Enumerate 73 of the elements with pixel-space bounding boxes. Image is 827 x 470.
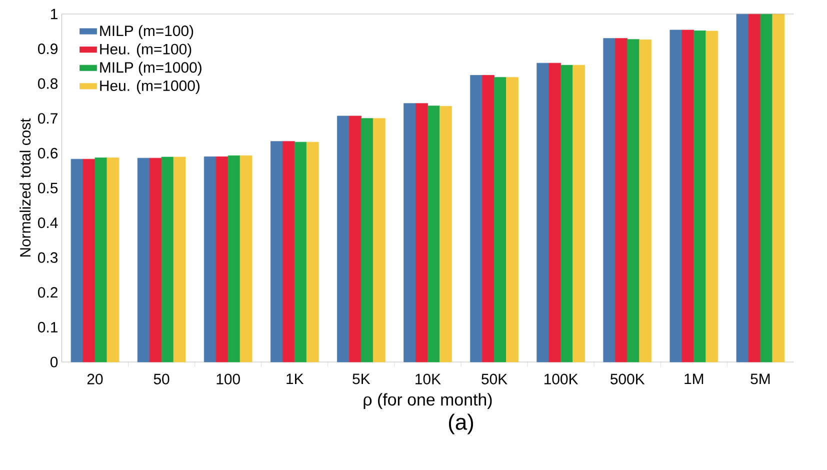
bar	[748, 14, 761, 362]
y-tick-label: 0.7	[38, 113, 58, 124]
x-tick-label: 100K	[544, 374, 578, 384]
bar	[548, 62, 562, 362]
bar	[428, 106, 440, 362]
legend-label: MILP (m=100)	[100, 25, 194, 40]
legend-label: MILP (m=1000)	[100, 62, 202, 76]
bar	[736, 14, 749, 362]
bar	[372, 118, 386, 362]
bar	[470, 75, 482, 362]
bar	[706, 30, 718, 362]
bar	[240, 155, 252, 362]
bar	[482, 75, 494, 362]
legend-label: Heu. (m=1000)	[100, 80, 200, 94]
bar	[106, 158, 120, 362]
bar	[536, 62, 550, 362]
y-tick-label: 0.4	[38, 218, 58, 228]
x-tick-label: 1K	[286, 374, 304, 384]
y-tick-label: 0.9	[38, 44, 58, 54]
bar	[70, 158, 84, 362]
y-tick-label: 0.1	[38, 322, 58, 332]
y-tick-label: 0.6	[38, 148, 58, 158]
bar	[161, 156, 174, 362]
bar	[560, 64, 573, 362]
bar	[306, 142, 319, 362]
y-tick-label: 0.3	[38, 252, 58, 263]
bar	[627, 39, 640, 362]
y-tick-label: 0.5	[38, 182, 58, 194]
bar	[615, 38, 628, 362]
bar	[670, 30, 682, 362]
bar	[360, 118, 374, 362]
bar	[149, 158, 162, 362]
x-tick-label: 50K	[482, 374, 508, 384]
bar	[337, 116, 350, 362]
bar	[506, 77, 518, 362]
bar	[137, 158, 150, 362]
x-tick-label: 5K	[352, 374, 370, 384]
bar	[639, 40, 652, 362]
bar	[282, 141, 295, 362]
bar	[82, 158, 96, 362]
bar	[572, 64, 585, 362]
x-tick-label: 500K	[610, 374, 645, 384]
bar	[494, 77, 506, 362]
x-axis-title: ρ (for one month)	[364, 393, 492, 409]
bar	[349, 116, 362, 362]
y-axis-title: Normalized total cost	[20, 118, 31, 257]
bar	[682, 30, 694, 362]
bar	[603, 38, 616, 362]
bar	[94, 158, 108, 362]
bar	[216, 156, 228, 362]
x-tick-label: 50	[154, 374, 170, 384]
bar	[440, 106, 452, 362]
x-tick-label: 20	[87, 374, 103, 384]
y-tick-label: 0	[50, 356, 58, 368]
bar	[694, 30, 706, 362]
x-tick-label: 100	[216, 374, 240, 384]
y-tick-label: 0.8	[38, 78, 58, 89]
bar	[404, 103, 416, 362]
x-tick-label: 5M	[750, 374, 770, 384]
bar	[204, 156, 216, 362]
x-tick-label: 10K	[416, 374, 441, 384]
bar	[772, 14, 785, 362]
x-tick-label: 1M	[684, 374, 704, 384]
bar	[270, 141, 283, 362]
bar	[416, 103, 428, 362]
text: (a)	[448, 414, 474, 434]
y-tick-label: 0.2	[38, 287, 58, 298]
bar	[294, 142, 307, 362]
y-tick-label: 1	[51, 8, 58, 20]
bar	[760, 14, 773, 362]
bar	[173, 156, 186, 362]
legend-label: Heu. (m=100)	[100, 43, 192, 58]
bar	[228, 155, 240, 362]
